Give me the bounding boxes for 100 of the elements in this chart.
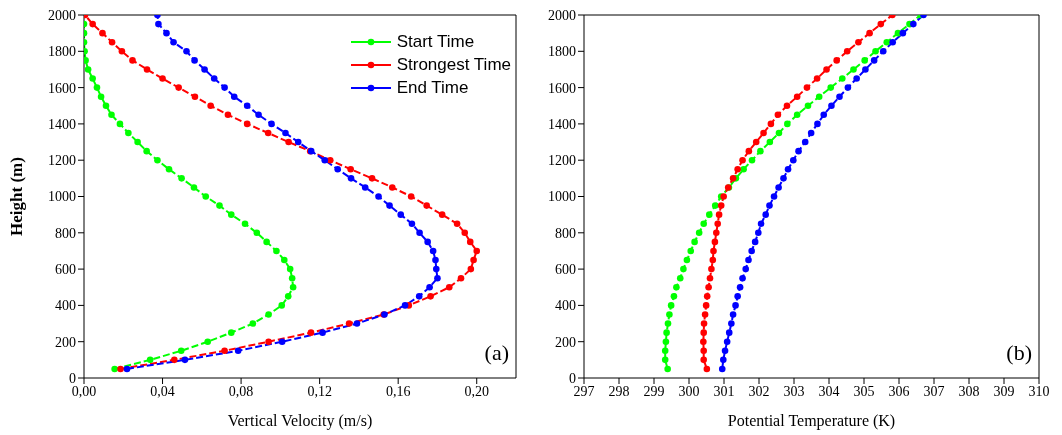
point <box>711 202 719 209</box>
point <box>883 38 891 46</box>
point <box>268 120 275 128</box>
point <box>734 165 741 173</box>
point <box>288 274 296 282</box>
x-tick-label: 297 <box>573 383 595 399</box>
x-tick-label: 303 <box>783 383 805 399</box>
point <box>249 320 257 327</box>
point <box>725 329 733 336</box>
point <box>461 229 469 237</box>
y-tick-label: 2000 <box>548 7 576 23</box>
point <box>125 129 132 137</box>
point <box>170 38 177 46</box>
x-axis-title: Potential Temperature (K) <box>727 412 896 430</box>
point <box>804 102 812 110</box>
x-tick-label: 304 <box>818 383 840 399</box>
point <box>828 102 835 110</box>
point <box>423 202 430 209</box>
point <box>661 347 669 355</box>
point <box>774 111 782 119</box>
point <box>889 38 896 46</box>
point <box>701 311 709 318</box>
x-tick-label: 0,12 <box>307 383 332 399</box>
point <box>375 193 382 200</box>
point <box>284 293 292 300</box>
point <box>307 329 315 336</box>
y-axis-title: Height (m) <box>7 157 27 236</box>
point <box>700 220 707 228</box>
point <box>833 57 840 64</box>
point <box>89 75 96 82</box>
point <box>683 256 691 264</box>
point <box>662 338 670 345</box>
point <box>813 75 821 82</box>
point <box>108 38 116 46</box>
point <box>134 138 141 146</box>
point <box>850 66 857 73</box>
point <box>470 256 477 264</box>
point <box>745 256 752 264</box>
point <box>154 156 161 164</box>
point <box>721 347 729 355</box>
point <box>853 75 860 82</box>
point <box>117 365 124 373</box>
point <box>243 102 251 110</box>
x-tick-label: 0,00 <box>71 383 97 399</box>
point <box>713 229 720 237</box>
point <box>855 38 862 46</box>
x-tick-label: 309 <box>993 383 1015 399</box>
point <box>702 302 710 309</box>
annotation: (a) <box>484 340 509 366</box>
point <box>767 120 775 128</box>
y-tick-label: 1200 <box>548 153 576 169</box>
x-tick-label: 305 <box>853 383 875 399</box>
x-tick-label: 302 <box>748 383 770 399</box>
point <box>766 138 774 146</box>
point <box>177 347 185 355</box>
point <box>667 302 675 309</box>
y-tick-label: 0 <box>569 370 576 386</box>
y-tick-label: 200 <box>555 334 576 350</box>
point <box>827 84 835 91</box>
point <box>89 20 96 28</box>
point <box>243 120 251 128</box>
point <box>723 338 731 345</box>
point <box>709 256 717 264</box>
point <box>178 175 185 182</box>
point <box>129 57 136 64</box>
point <box>165 165 173 173</box>
point <box>757 147 764 155</box>
point <box>666 311 673 318</box>
point <box>739 274 746 282</box>
point <box>347 175 355 182</box>
point <box>715 211 723 218</box>
point <box>407 193 415 200</box>
point <box>345 320 353 327</box>
point <box>720 356 727 364</box>
y-tick-label: 2000 <box>48 7 76 23</box>
point <box>432 265 440 273</box>
point <box>204 338 212 345</box>
point <box>280 256 288 264</box>
y-tick-label: 800 <box>55 225 76 241</box>
y-tick-label: 0 <box>69 370 76 386</box>
point <box>729 311 737 318</box>
point <box>175 84 182 91</box>
x-tick-label: 300 <box>678 383 700 399</box>
legend-label: Strongest Time <box>396 54 511 75</box>
point <box>99 29 106 37</box>
y-tick-label: 600 <box>555 262 576 278</box>
point <box>155 20 162 28</box>
point <box>227 211 235 218</box>
point <box>241 220 249 228</box>
point <box>118 48 126 55</box>
point <box>760 129 767 137</box>
point <box>866 29 873 37</box>
point <box>861 57 868 64</box>
point <box>740 165 747 173</box>
x-tick-label: 301 <box>713 383 735 399</box>
point <box>321 156 329 164</box>
point <box>815 93 823 100</box>
point <box>762 211 769 218</box>
point <box>910 20 917 28</box>
point <box>97 93 105 100</box>
